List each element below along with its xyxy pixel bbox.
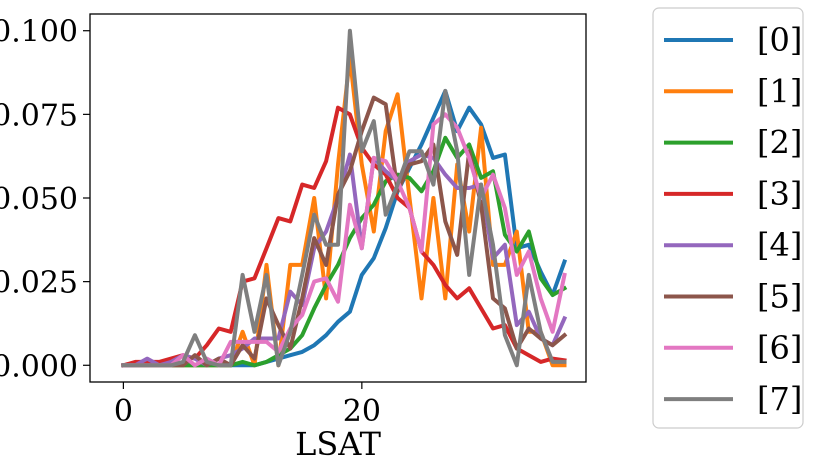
x-tick-label: 20 — [343, 394, 381, 429]
x-axis: 0 20 — [114, 382, 381, 429]
series-line-5 — [121, 95, 568, 368]
series-line-7 — [121, 28, 567, 368]
x-tick-label: 0 — [114, 394, 133, 429]
legend: [0] [1] [2] [3] [4] [5] [6] [7] — [652, 7, 804, 429]
y-axis: 0.000 0.025 0.050 0.075 0.100 — [0, 15, 90, 384]
y-tick-label: 0.075 — [0, 98, 78, 133]
legend-label-2: [2] — [757, 124, 802, 162]
legend-label-3: [3] — [757, 175, 802, 213]
legend-label-4: [4] — [757, 226, 802, 264]
y-tick-label: 0.000 — [0, 349, 78, 384]
series-line-4 — [121, 152, 568, 368]
y-tick-label: 0.025 — [0, 266, 78, 301]
legend-label-1: [1] — [757, 72, 802, 110]
legend-box — [652, 7, 804, 429]
series-layer — [120, 28, 568, 368]
y-tick-label: 0.050 — [0, 182, 78, 217]
y-tick-label: 0.100 — [0, 15, 78, 50]
legend-label-5: [5] — [757, 278, 802, 316]
x-axis-label: LSAT — [295, 425, 382, 463]
series-line-6 — [121, 112, 567, 368]
legend-label-6: [6] — [757, 329, 802, 367]
legend-items: [0] [1] [2] [3] [4] [5] [6] [7] — [664, 21, 802, 418]
plot-area — [89, 13, 587, 383]
legend-label-0: [0] — [757, 21, 802, 59]
legend-label-7: [7] — [757, 380, 802, 418]
